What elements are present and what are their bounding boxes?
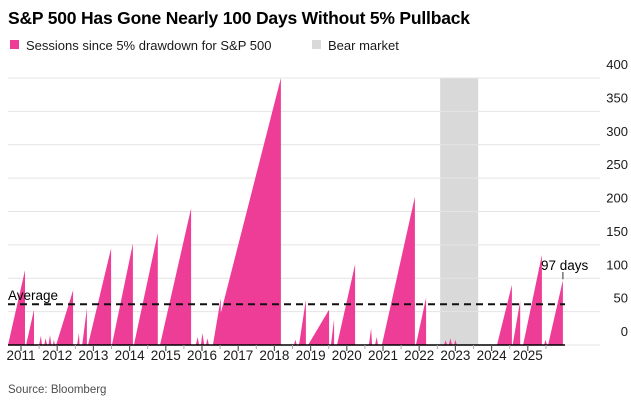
chart-title: S&P 500 Has Gone Nearly 100 Days Without… — [8, 8, 470, 28]
y-tick-label: 150 — [606, 224, 628, 239]
x-tick-label: 2023 — [440, 348, 470, 363]
source-note: Source: Bloomberg — [8, 384, 107, 396]
y-tick-label: 250 — [606, 157, 628, 172]
x-tick-label: 2015 — [151, 348, 181, 363]
y-tick-label: 0 — [621, 324, 628, 339]
y-tick-label: 300 — [606, 124, 628, 139]
legend-label-sessions: Sessions since 5% drawdown for S&P 500 — [26, 38, 272, 53]
x-tick-label: 2019 — [296, 348, 326, 363]
x-tick-label: 2020 — [332, 348, 362, 363]
x-tick-label: 2016 — [187, 348, 217, 363]
y-tick-label: 100 — [606, 257, 628, 272]
x-tick-label: 2013 — [78, 348, 108, 363]
sessions-series — [8, 78, 563, 345]
x-tick-label: 2014 — [115, 348, 146, 363]
x-tick-label: 2024 — [477, 348, 508, 363]
current-streak-annotation: 97 days — [541, 258, 589, 273]
x-tick-label: 2022 — [404, 348, 434, 363]
average-line-label: Average — [8, 288, 59, 303]
x-tick-label: 2011 — [6, 348, 35, 363]
y-tick-label: 50 — [614, 291, 628, 306]
x-tick-label: 2012 — [42, 348, 72, 363]
x-tick-label: 2018 — [259, 348, 289, 363]
legend-swatch-sessions — [10, 40, 19, 49]
x-tick-label: 2025 — [513, 348, 543, 363]
legend-label-bear-market: Bear market — [328, 38, 399, 53]
y-tick-label: 200 — [606, 191, 628, 206]
y-tick-label: 350 — [606, 90, 628, 105]
x-tick-label: 2017 — [223, 348, 253, 363]
legend-swatch-bear-market — [312, 40, 321, 49]
x-tick-label: 2021 — [368, 348, 398, 363]
y-tick-label: 400 — [606, 57, 628, 72]
